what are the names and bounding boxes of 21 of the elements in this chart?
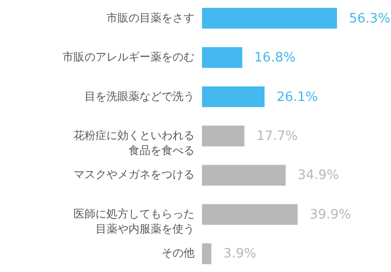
bar — [202, 243, 212, 264]
data-label: 26.1% — [276, 90, 318, 105]
bar — [202, 164, 286, 186]
bar — [202, 86, 265, 108]
y-tick-label: 市販の目薬をさす — [106, 11, 194, 24]
y-tick-label: 目を洗眼薬などで洗う — [84, 90, 194, 103]
data-label: 17.7% — [256, 129, 298, 144]
bar — [202, 126, 244, 146]
data-label: 39.9% — [310, 208, 351, 222]
bar — [202, 204, 298, 225]
y-tick-label: 医師に処方してもらった目薬や内服薬を使う — [74, 208, 194, 236]
y-tick-label: 花粉症に効くといわれる食品を食べる — [74, 129, 194, 157]
y-tick-label: その他 — [162, 246, 194, 260]
bar — [202, 47, 242, 68]
y-tick-label: マスクやメガネをつける — [74, 168, 194, 182]
bar — [202, 8, 337, 29]
y-tick-label: 市販のアレルギー薬をのむ — [62, 50, 194, 64]
data-label: 16.8% — [254, 50, 296, 66]
data-label: 56.3% — [349, 11, 390, 26]
data-label: 34.9% — [298, 168, 339, 184]
data-label: 3.9% — [223, 246, 256, 262]
